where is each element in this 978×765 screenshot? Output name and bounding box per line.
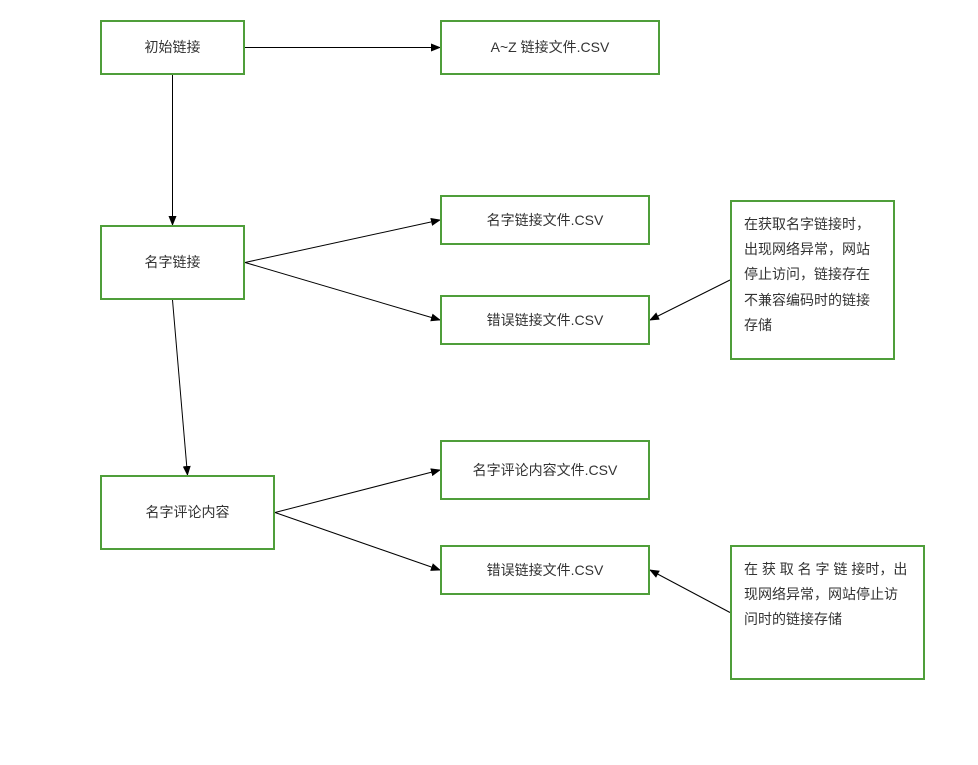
flowchart-node: 名字评论内容文件.CSV <box>440 440 650 500</box>
flowchart-canvas: 初始链接 A~Z 链接文件.CSV 名字链接 名字链接文件.CSV 错误链接文件.CSV… <box>0 0 978 765</box>
flowchart-edge <box>275 470 440 513</box>
flowchart-note: 在 获 取 名 字 链 接时，出现网络异常，网站停止访问时的链接存储 <box>730 545 925 680</box>
flowchart-node: 错误链接文件.CSV <box>440 295 650 345</box>
flowchart-edge <box>275 513 440 571</box>
flowchart-node-label: 名字评论内容 <box>146 502 230 523</box>
flowchart-node: 错误链接文件.CSV <box>440 545 650 595</box>
flowchart-node: 初始链接 <box>100 20 245 75</box>
flowchart-node-label: 错误链接文件.CSV <box>487 560 604 581</box>
flowchart-note-label: 在 获 取 名 字 链 接时，出现网络异常，网站停止访问时的链接存储 <box>744 561 907 627</box>
flowchart-note: 在获取名字链接时，出现网络异常，网站停止访问，链接存在不兼容编码时的链接存储 <box>730 200 895 360</box>
flowchart-node-label: 名字评论内容文件.CSV <box>473 460 618 481</box>
flowchart-note-label: 在获取名字链接时，出现网络异常，网站停止访问，链接存在不兼容编码时的链接存储 <box>744 216 870 333</box>
flowchart-node-label: 名字链接 <box>145 252 201 273</box>
flowchart-node-label: 名字链接文件.CSV <box>487 210 604 231</box>
flowchart-node: 名字链接文件.CSV <box>440 195 650 245</box>
flowchart-edge <box>650 280 730 320</box>
flowchart-node-label: 错误链接文件.CSV <box>487 310 604 331</box>
flowchart-edge <box>650 570 730 613</box>
flowchart-node: 名字链接 <box>100 225 245 300</box>
flowchart-edge <box>173 300 188 475</box>
flowchart-node: 名字评论内容 <box>100 475 275 550</box>
flowchart-node-label: A~Z 链接文件.CSV <box>491 37 610 58</box>
flowchart-node-label: 初始链接 <box>145 37 201 58</box>
flowchart-node: A~Z 链接文件.CSV <box>440 20 660 75</box>
flowchart-edge <box>245 263 440 321</box>
flowchart-edge <box>245 220 440 263</box>
